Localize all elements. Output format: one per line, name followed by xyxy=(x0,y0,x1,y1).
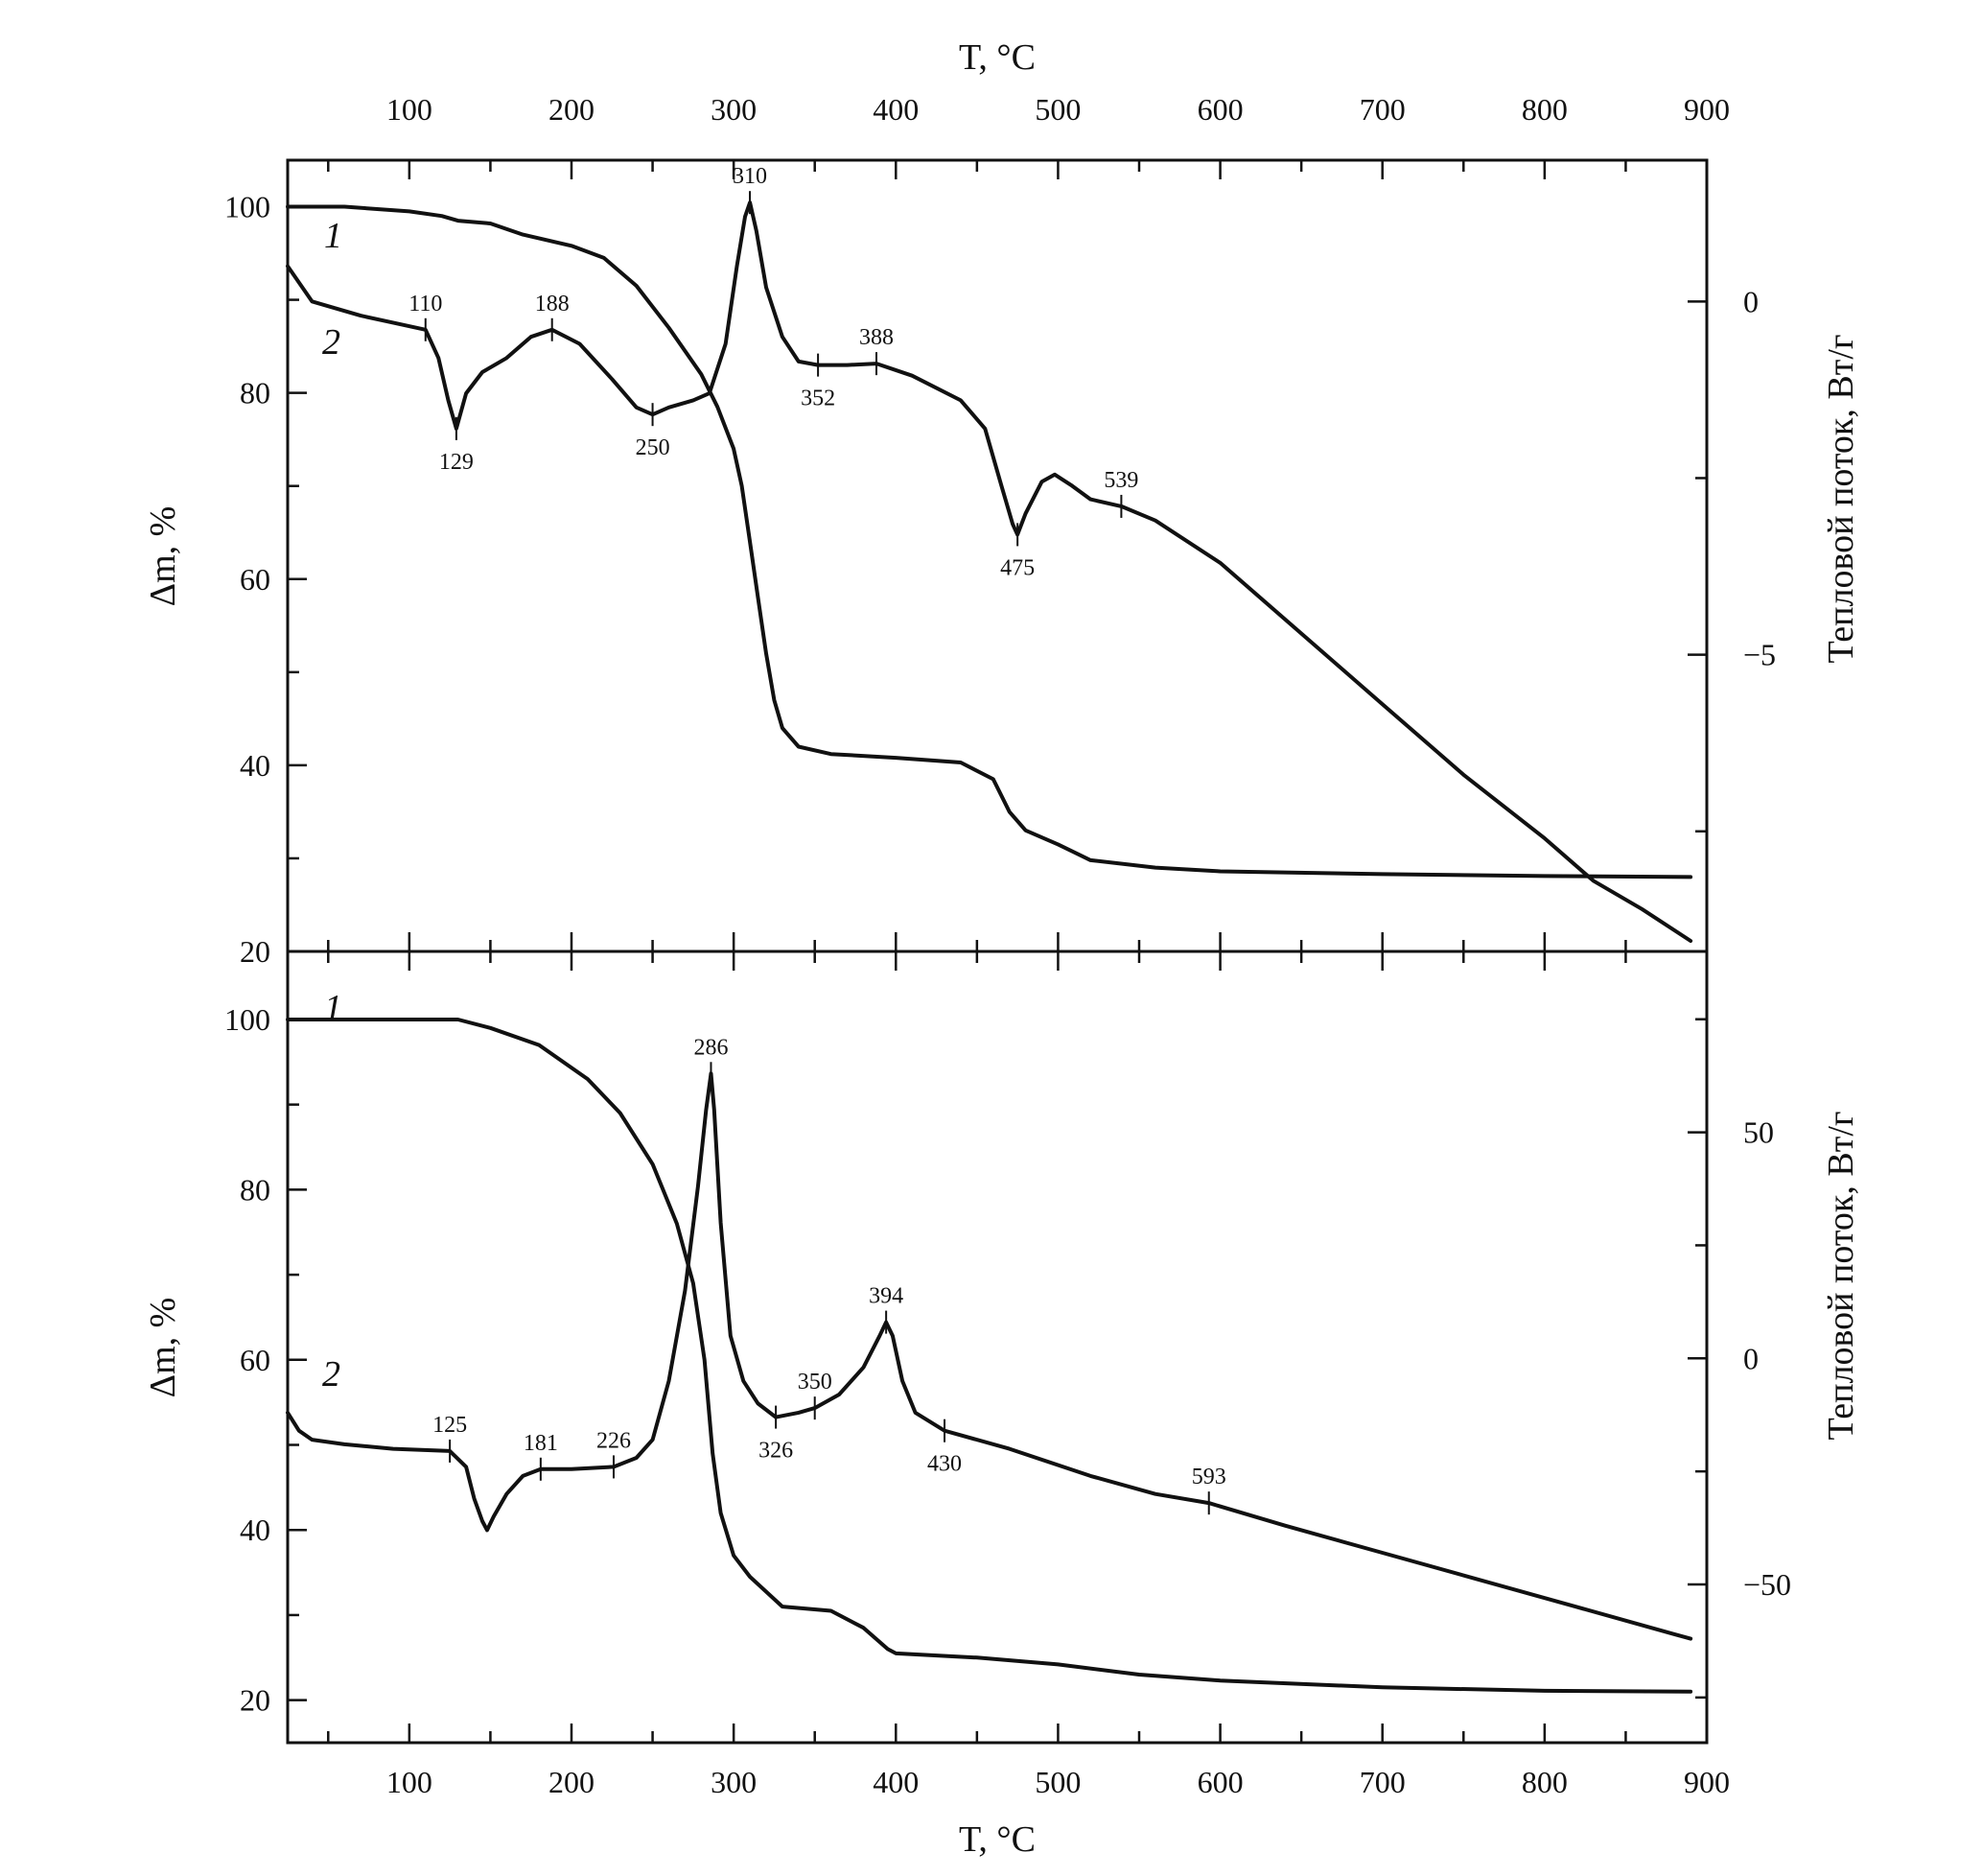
y-tick-label: 60 xyxy=(240,1343,270,1377)
x-tick-label: 200 xyxy=(548,92,595,127)
top-left-axis-ticks: 20 40 60 80 100 xyxy=(224,190,307,969)
peak-label: 350 xyxy=(798,1370,832,1395)
x-tick-label: 200 xyxy=(548,1765,595,1799)
y2-tick-label: 0 xyxy=(1743,284,1759,318)
x-tick-label: 600 xyxy=(1198,1765,1244,1799)
peak-label: 539 xyxy=(1104,468,1138,493)
x-tick-label: 700 xyxy=(1360,92,1406,127)
x-tick-label: 800 xyxy=(1522,92,1568,127)
x-tick-label: 400 xyxy=(873,92,919,127)
top-panel: 100 200 300 400 500 600 700 800 900 20406080100 … xyxy=(143,37,1861,969)
peak-label: 286 xyxy=(693,1035,728,1060)
y2-tick-label: 50 xyxy=(1743,1115,1774,1150)
top-curve-1-label: 1 xyxy=(324,216,342,256)
y2-tick-label: −50 xyxy=(1743,1567,1791,1602)
bottom-curves xyxy=(286,1018,1693,1694)
peak-label: 110 xyxy=(408,292,442,317)
bottom-peak-annotations: 125 181 226 286 326 350 394 430 593 xyxy=(432,1035,1226,1515)
curve-2 xyxy=(286,200,1693,943)
y-tick-label: 40 xyxy=(240,748,270,783)
y-tick-label: 80 xyxy=(240,376,270,410)
top-right-axis-title: Тепловой поток, Вт/г xyxy=(1821,335,1861,664)
top-plot-frame xyxy=(286,158,1709,953)
top-left-axis-title: Δm, % xyxy=(143,506,183,607)
x-tick-label: 300 xyxy=(711,92,757,127)
peak-label: 394 xyxy=(869,1284,903,1309)
x-tick-label: 500 xyxy=(1035,1765,1081,1799)
peak-label: 129 xyxy=(439,450,474,475)
peak-label: 188 xyxy=(535,292,570,317)
peak-label: 388 xyxy=(859,325,894,350)
bottom-panel: 100 200 300 400 500 600 700 800 900 20406080100 … xyxy=(143,950,1861,1860)
x-tick-label: 700 xyxy=(1360,1765,1406,1799)
y-tick-label: 80 xyxy=(240,1172,270,1207)
y-tick-label: 100 xyxy=(224,190,270,224)
x-tick-label: 900 xyxy=(1684,92,1730,127)
y2-tick-label: 0 xyxy=(1743,1341,1759,1375)
peak-label: 475 xyxy=(1000,555,1035,580)
top-right-axis-ticks: −5 0 xyxy=(1688,284,1776,833)
peak-label: 181 xyxy=(524,1431,558,1456)
y-tick-label: 40 xyxy=(240,1513,270,1547)
peak-label: 352 xyxy=(801,387,835,411)
bottom-left-axis-title: Δm, % xyxy=(143,1298,183,1398)
x-tick-label: 600 xyxy=(1198,92,1244,127)
peak-label: 250 xyxy=(636,435,670,460)
x-tick-label: 800 xyxy=(1522,1765,1568,1799)
x-tick-label: 100 xyxy=(386,1765,432,1799)
bottom-left-axis-ticks: 20 40 60 80 100 xyxy=(224,1002,307,1718)
top-x-axis-ticks: 100 200 300 400 500 600 700 800 900 xyxy=(327,92,1730,951)
x-tick-label: 300 xyxy=(711,1765,757,1799)
y2-tick-label: −5 xyxy=(1743,638,1776,672)
peak-label: 430 xyxy=(927,1452,962,1477)
x-tick-label: 900 xyxy=(1684,1765,1730,1799)
top-x-axis-title: T, °C xyxy=(959,37,1036,78)
peak-label: 125 xyxy=(432,1413,467,1438)
y-tick-label: 20 xyxy=(240,934,270,969)
curve-2 xyxy=(286,1071,1693,1641)
y-tick-label: 20 xyxy=(240,1683,270,1718)
y-tick-label: 100 xyxy=(224,1002,270,1037)
x-tick-label: 500 xyxy=(1035,92,1081,127)
peak-label: 226 xyxy=(596,1428,631,1453)
bottom-plot-frame xyxy=(286,950,1709,1745)
curve-1 xyxy=(286,1018,1693,1694)
bottom-x-axis-title: T, °C xyxy=(959,1819,1036,1860)
x-tick-label: 400 xyxy=(873,1765,919,1799)
top-peak-annotations: 110 129 188 250 310 352 388 475 539 xyxy=(408,164,1138,580)
bottom-right-axis-title: Тепловой поток, Вт/г xyxy=(1821,1112,1861,1441)
top-curves xyxy=(286,200,1693,943)
top-curve-2-label: 2 xyxy=(322,322,340,363)
peak-label: 310 xyxy=(733,164,767,189)
y-tick-label: 60 xyxy=(240,562,270,597)
curve-1 xyxy=(286,204,1693,879)
bottom-right-axis-ticks: −50 0 50 xyxy=(1688,1018,1791,1700)
peak-label: 326 xyxy=(758,1439,793,1464)
peak-label: 593 xyxy=(1192,1465,1226,1489)
x-tick-label: 100 xyxy=(386,92,432,127)
bottom-curve-2-label: 2 xyxy=(322,1354,340,1395)
bottom-curve-1-label: 1 xyxy=(324,988,342,1028)
bottom-x-axis-ticks: 100 200 300 400 500 600 700 800 900 xyxy=(327,951,1730,1799)
